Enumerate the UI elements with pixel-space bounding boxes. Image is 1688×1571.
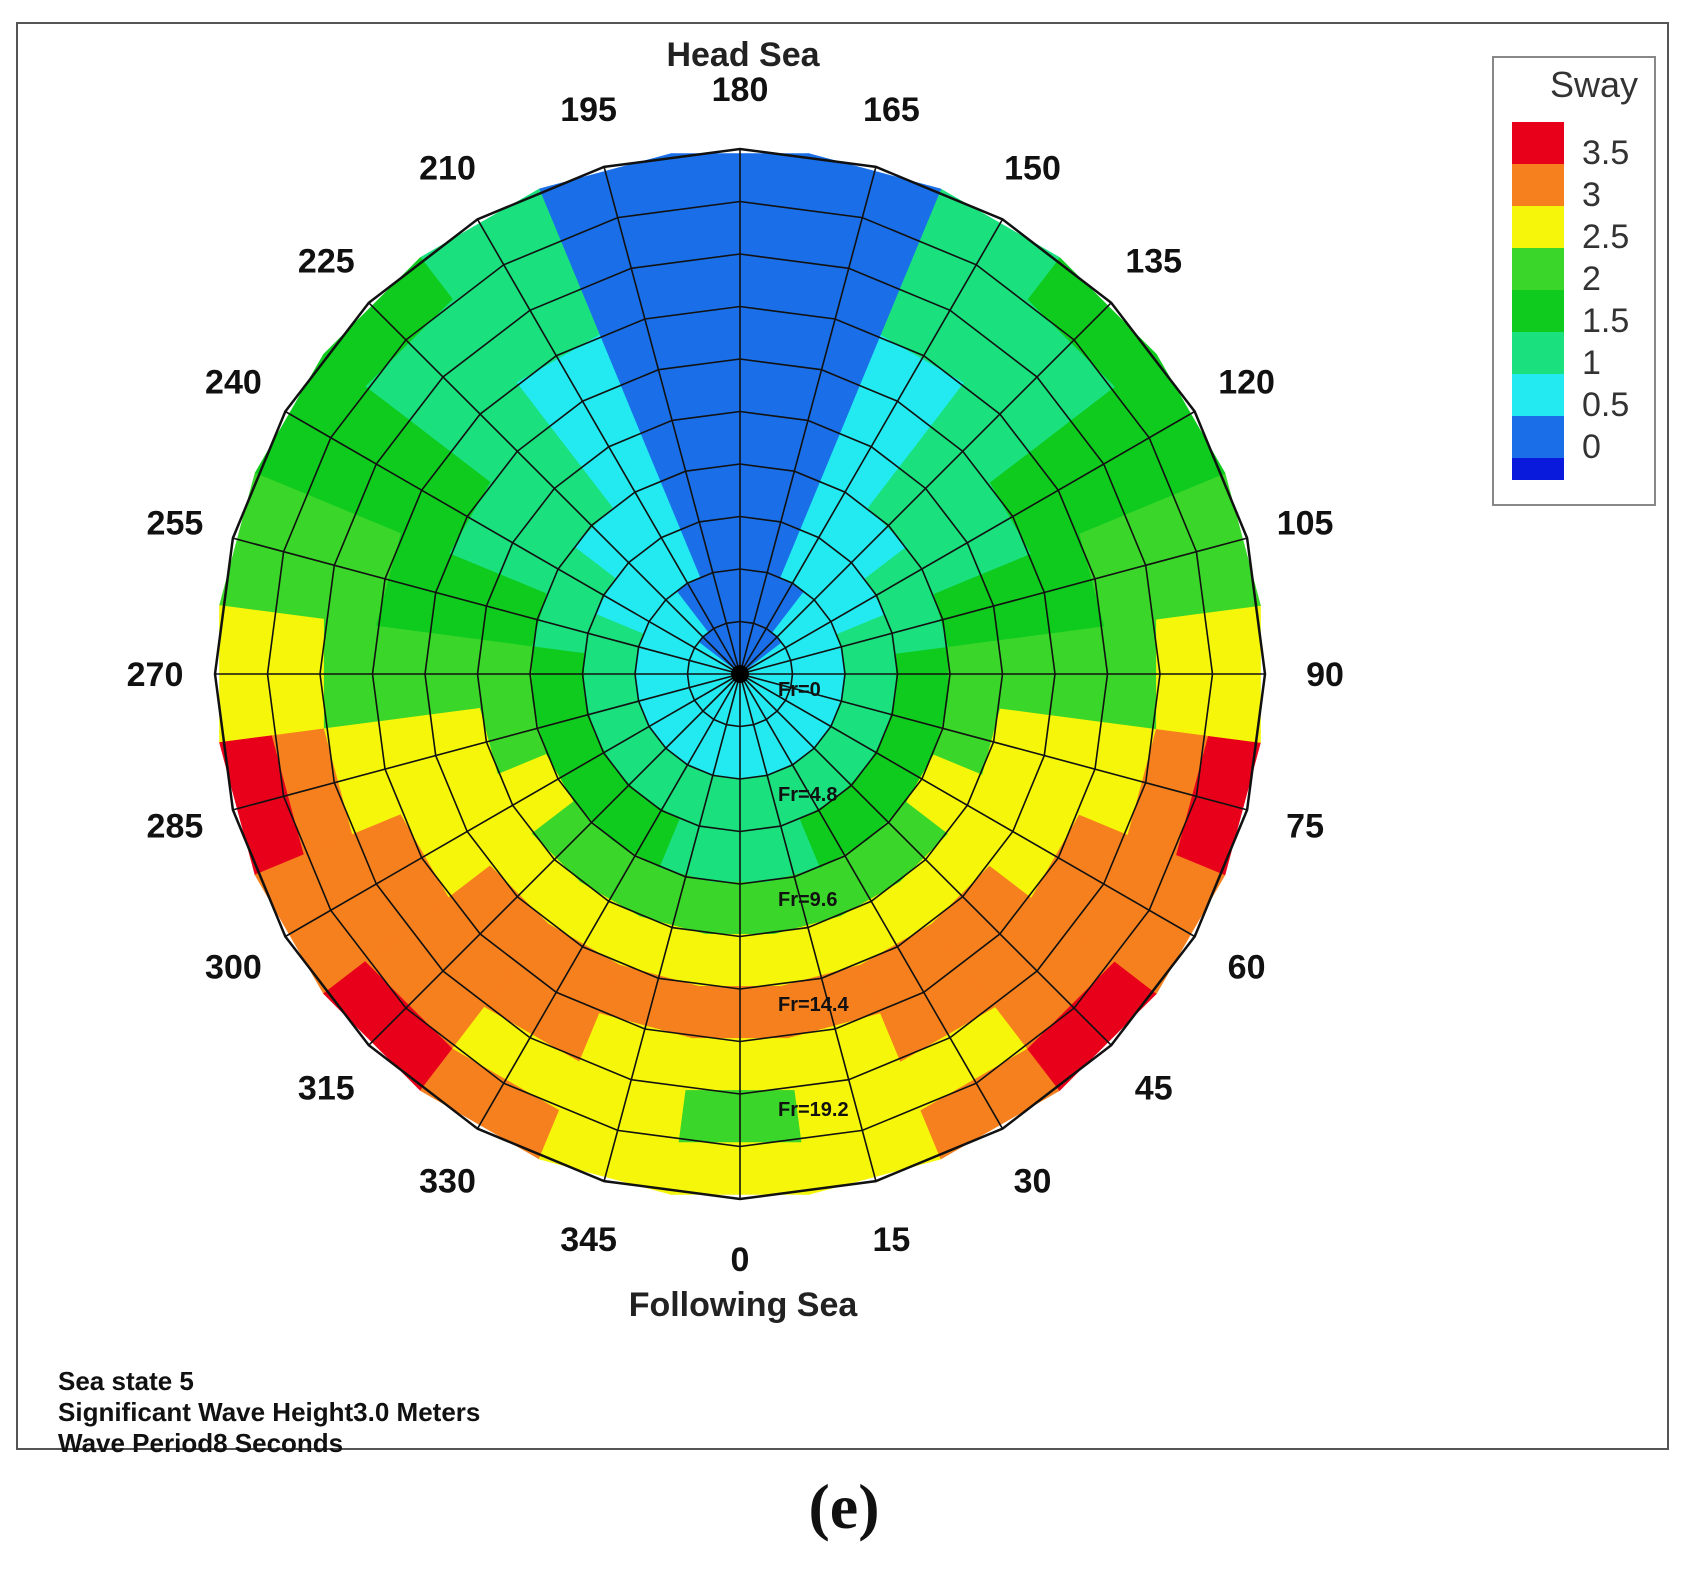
grid-spoke bbox=[476, 673, 741, 1130]
legend-tick-label: 1 bbox=[1582, 344, 1601, 382]
legend-tick-label: 0 bbox=[1582, 428, 1601, 466]
grid-spoke bbox=[232, 673, 741, 811]
angle-label: 330 bbox=[419, 1163, 476, 1201]
center-point bbox=[731, 665, 749, 683]
grid-spoke bbox=[739, 673, 1004, 1130]
angle-label: 195 bbox=[560, 91, 617, 129]
angle-label: 60 bbox=[1228, 949, 1266, 987]
grid-spoke bbox=[284, 673, 741, 938]
angle-label: 255 bbox=[147, 505, 204, 543]
angle-label: 240 bbox=[205, 364, 262, 402]
legend-swatch bbox=[1512, 164, 1564, 206]
angle-label: 300 bbox=[205, 949, 262, 987]
angle-label: 90 bbox=[1306, 656, 1344, 694]
wave-height-line: Significant Wave Height3.0 Meters bbox=[58, 1397, 481, 1427]
grid-spoke bbox=[476, 218, 741, 675]
legend-swatch bbox=[1512, 374, 1564, 416]
angle-label: 210 bbox=[419, 149, 476, 187]
grid-spoke bbox=[368, 673, 741, 1046]
angle-label: 15 bbox=[872, 1221, 910, 1259]
grid-spoke bbox=[739, 410, 1196, 675]
angle-label: 30 bbox=[1014, 1163, 1052, 1201]
grid-spoke bbox=[284, 410, 741, 675]
legend-swatch bbox=[1512, 332, 1564, 374]
ring-label: Fr=9.6 bbox=[778, 889, 837, 911]
legend-swatch bbox=[1512, 248, 1564, 290]
grid-spoke bbox=[739, 673, 1248, 811]
angle-label: 75 bbox=[1286, 807, 1324, 845]
grid-spoke bbox=[739, 537, 1248, 675]
grid-spoke bbox=[739, 218, 1004, 675]
chart-frame: 0 15 30 45 60 75 90 105 120 135 150 165 180 195 210 225… bbox=[16, 22, 1669, 1458]
grid-spoke bbox=[232, 537, 741, 675]
grid-spoke bbox=[739, 673, 1196, 938]
angle-label: 45 bbox=[1135, 1070, 1173, 1108]
legend-tick-label: 0.5 bbox=[1582, 386, 1630, 424]
legend-tick-label: 3.5 bbox=[1582, 134, 1630, 172]
following-sea-label: Following Sea bbox=[629, 1286, 859, 1324]
angle-label: 345 bbox=[560, 1221, 617, 1259]
legend-swatch bbox=[1512, 206, 1564, 248]
grid-spoke bbox=[739, 673, 1112, 1046]
angle-label: 150 bbox=[1004, 149, 1061, 187]
legend-swatch bbox=[1512, 458, 1564, 480]
sea-state-notes: Sea state 5 Significant Wave Height3.0 M… bbox=[58, 1366, 480, 1459]
grid-spoke bbox=[739, 302, 1112, 675]
angle-label: 120 bbox=[1218, 364, 1275, 402]
angle-label: 105 bbox=[1277, 505, 1334, 543]
ring-label: Fr=19.2 bbox=[778, 1099, 849, 1121]
figure-caption: (e) bbox=[808, 1471, 880, 1542]
labels-layer: 0 15 30 45 60 75 90 105 120 135 150 165 180 195 210 225… bbox=[127, 71, 1344, 1279]
angle-label: 315 bbox=[298, 1070, 355, 1108]
ring-label: Fr=14.4 bbox=[778, 994, 849, 1016]
grid-spoke bbox=[603, 166, 741, 675]
wave-period-line: Wave Period8 Seconds bbox=[58, 1428, 344, 1458]
legend-swatch bbox=[1512, 122, 1564, 164]
legend-title: Sway bbox=[1549, 64, 1638, 105]
polar-chart: 0 15 30 45 60 75 90 105 120 135 150 165 180 195 210 225… bbox=[127, 36, 1344, 1324]
angle-label: 225 bbox=[298, 242, 355, 280]
angle-label: 165 bbox=[863, 91, 920, 129]
legend-swatch bbox=[1512, 416, 1564, 458]
angle-label: 285 bbox=[147, 807, 204, 845]
legend-tick-label: 3 bbox=[1582, 176, 1601, 214]
ring-label: Fr=0 bbox=[778, 679, 821, 701]
legend-swatch bbox=[1512, 290, 1564, 332]
sea-state-line: Sea state 5 bbox=[58, 1366, 194, 1396]
grid-spoke bbox=[603, 673, 741, 1182]
ring-label: Fr=4.8 bbox=[778, 784, 837, 806]
angle-label: 180 bbox=[712, 71, 769, 109]
legend-tick-label: 2.5 bbox=[1582, 218, 1630, 256]
heatmap-cell bbox=[538, 1110, 679, 1195]
legend-tick-label: 2 bbox=[1582, 260, 1601, 298]
grid-layer bbox=[213, 147, 1267, 1201]
color-legend: Sway 3.5 3 2.5 2 1.5 1 0.5 0 bbox=[1492, 56, 1656, 506]
angle-label: 270 bbox=[127, 656, 184, 694]
head-sea-label: Head Sea bbox=[666, 36, 820, 74]
legend-tick-label: 1.5 bbox=[1582, 302, 1630, 340]
angle-label: 0 bbox=[731, 1241, 750, 1279]
grid-spoke bbox=[739, 166, 877, 675]
grid-spoke bbox=[739, 673, 877, 1182]
grid-spoke bbox=[368, 302, 741, 675]
angle-label: 135 bbox=[1125, 242, 1182, 280]
